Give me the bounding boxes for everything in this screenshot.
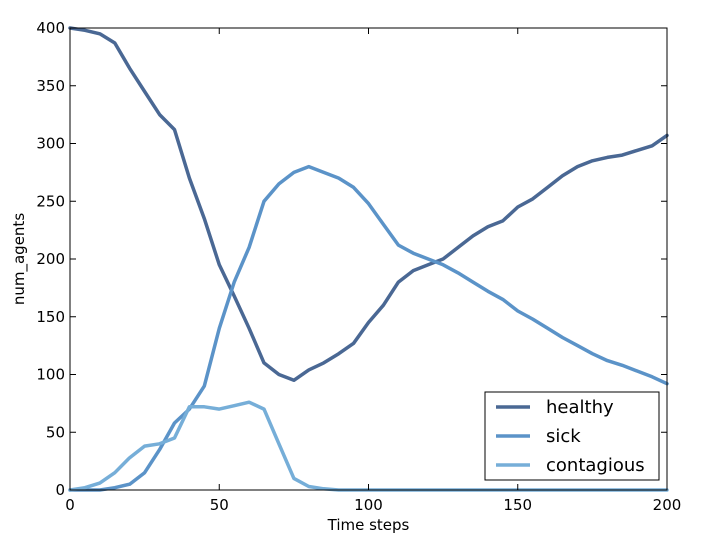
y-tick-label: 300 bbox=[36, 135, 65, 153]
y-tick-label: 250 bbox=[36, 192, 65, 210]
series-line-sick bbox=[68, 164, 669, 492]
y-tick-label: 100 bbox=[36, 366, 65, 384]
x-tick-label: 50 bbox=[210, 496, 229, 514]
y-tick-label: 150 bbox=[36, 308, 65, 326]
x-tick-label: 100 bbox=[354, 496, 383, 514]
y-axis: 0 50 100 150 200 250 300 350 400 bbox=[36, 19, 667, 499]
y-tick-label: 350 bbox=[36, 77, 65, 95]
y-tick-label: 200 bbox=[36, 250, 65, 268]
x-tick-label: 0 bbox=[65, 496, 75, 514]
y-axis-label: num_agents bbox=[10, 213, 29, 305]
y-tick-label: 50 bbox=[46, 423, 65, 441]
y-tick-label: 0 bbox=[55, 481, 65, 499]
x-axis: 0 50 100 150 200 bbox=[65, 28, 681, 514]
legend: healthy sick contagious bbox=[484, 391, 660, 481]
y-tick-label: 400 bbox=[36, 19, 65, 37]
x-tick-label: 150 bbox=[503, 496, 532, 514]
legend-label-healthy: healthy bbox=[546, 397, 614, 418]
series-line-healthy bbox=[68, 26, 669, 383]
x-tick-label: 200 bbox=[653, 496, 682, 514]
x-axis-label: Time steps bbox=[327, 516, 410, 534]
legend-label-sick: sick bbox=[546, 426, 581, 447]
legend-label-contagious: contagious bbox=[546, 455, 645, 476]
